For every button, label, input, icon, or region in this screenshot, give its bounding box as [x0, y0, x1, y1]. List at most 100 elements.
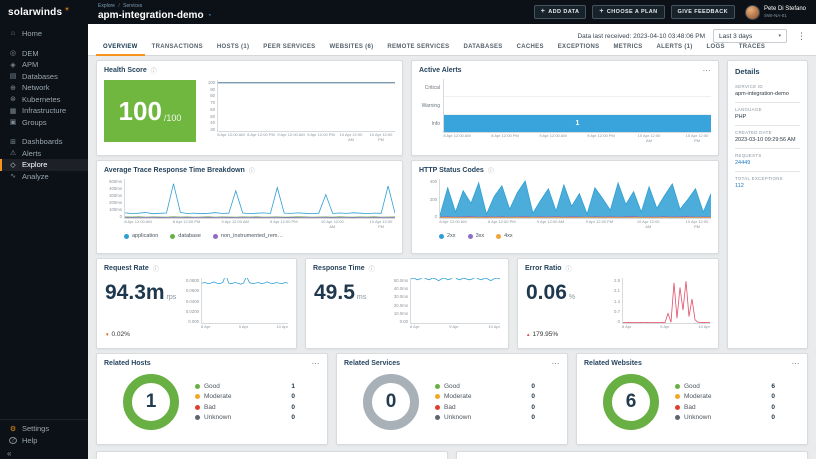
x-axis-ticks: 8 Apr 12:00 AM 8 Apr 12:00 PM 9 Apr 12:00 … [124, 219, 393, 229]
explore-icon: ◇ [10, 161, 16, 169]
tab-overview[interactable]: OVERVIEW [96, 40, 145, 56]
legend-3xx[interactable]: 3xx [467, 233, 484, 239]
info-icon[interactable]: ⓘ [248, 169, 255, 175]
response-time-value: 49.5 [314, 281, 355, 304]
breadcrumb-services[interactable]: Services [123, 3, 143, 9]
sidebar-item-settings[interactable]: ⚙ Settings [0, 423, 88, 435]
tab-transactions[interactable]: TRANSACTIONS [151, 44, 203, 50]
apm-icon: ◈ [10, 61, 16, 69]
card-menu-icon[interactable]: ⋯ [791, 359, 800, 368]
sidebar-nav: ⌂ Home ◎ DEM ◈ APM ▤ Databases ⊕ Network… [0, 28, 88, 182]
sidebar-item-label: Groups [22, 117, 47, 127]
sidebar-item-explore[interactable]: ◇ Explore [0, 159, 88, 171]
chevron-down-icon: ▾ [778, 33, 781, 39]
info-icon[interactable]: ⓘ [487, 169, 494, 175]
legend-dot [496, 233, 502, 239]
y-axis-ticks: 0.0800 0.0600 0.0400 0.0200 0.000 [185, 278, 199, 324]
legend-4xx[interactable]: 4xx [496, 233, 513, 239]
sidebar-item-databases[interactable]: ▤ Databases [0, 71, 88, 83]
sidebar-item-label: Dashboards [22, 137, 63, 147]
give-feedback-button[interactable]: GIVE FEEDBACK [670, 5, 735, 19]
status-legend: Good 1 Moderate 0 Bad 0 Unknown 0 [195, 383, 295, 421]
trace-breakdown-card: Average Trace Response Time Breakdown ⓘ … [96, 160, 403, 254]
sidebar-item-label: Databases [22, 71, 58, 81]
card-menu-icon[interactable]: ⋯ [311, 359, 320, 368]
legend-database[interactable]: database [170, 233, 201, 239]
details-panel: Details SERVICE ID apm-integration-demo … [727, 60, 808, 349]
active-alerts-chart: 1 [443, 79, 711, 133]
sidebar-item-infrastructure[interactable]: ▦ Infrastructure [0, 105, 88, 117]
sidebar-item-kubernetes[interactable]: ⊛ Kubernetes [0, 94, 88, 106]
info-icon[interactable]: ⓘ [565, 267, 572, 273]
sidebar-item-network[interactable]: ⊕ Network [0, 82, 88, 94]
card-title: Error Ratio [525, 265, 562, 272]
overflow-menu-icon[interactable]: ⋮ [797, 30, 806, 41]
sidebar-item-label: Kubernetes [22, 94, 61, 104]
total-exceptions-link[interactable]: 112 [735, 183, 744, 189]
severity-axis-labels: Critical Warning Info [421, 85, 440, 127]
active-alerts-card: Active Alerts ⋯ Critical Warning Info 1 … [411, 60, 719, 156]
main-content: Health Score ⓘ 100 /100 100 90 80 70 60 50 40 3… [88, 56, 816, 459]
tab-logs[interactable]: LOGS [706, 44, 725, 50]
card-menu-icon[interactable]: ⋯ [702, 66, 711, 75]
card-menu-icon[interactable]: ⋯ [551, 359, 560, 368]
bad-dot [435, 404, 440, 410]
tab-databases[interactable]: DATABASES [463, 44, 503, 50]
legend-moderate: Moderate 0 [435, 393, 535, 400]
tab-websites[interactable]: WEBSITES (6) [329, 44, 374, 50]
health-score-card: Health Score ⓘ 100 /100 100 90 80 70 60 50 40 3… [96, 60, 403, 156]
service-id-value: apm-integration-demo [735, 91, 789, 97]
sidebar-item-analyze[interactable]: ∿ Analyze [0, 171, 88, 183]
field-label: LANGUAGE [735, 107, 762, 112]
sidebar-collapse-icon[interactable]: « [7, 449, 12, 458]
tab-hosts[interactable]: HOSTS (1) [216, 44, 250, 50]
page-title: apm-integration-demo [98, 10, 204, 21]
sidebar-item-dem[interactable]: ◎ DEM [0, 48, 88, 60]
sidebar-item-apm[interactable]: ◈ APM [0, 59, 88, 71]
sidebar-item-dashboards[interactable]: ⊞ Dashboards [0, 136, 88, 148]
request-rate-sparkline [201, 278, 288, 324]
tab-alerts[interactable]: ALERTS (1) [656, 44, 693, 50]
sidebar-item-groups[interactable]: ▣ Groups [0, 117, 88, 129]
bottom-right-card-partial [456, 451, 808, 459]
legend-unknown: Unknown 0 [675, 414, 775, 421]
sidebar-item-alerts[interactable]: ⚠ Alerts [0, 148, 88, 160]
tab-metrics[interactable]: METRICS [613, 44, 643, 50]
info-icon[interactable]: ⓘ [150, 69, 157, 75]
user-menu[interactable]: Pete Di Stefano SWI-NA-01 [744, 4, 806, 20]
info-alert-band[interactable]: 1 [444, 115, 711, 132]
tab-exceptions[interactable]: EXCEPTIONS [557, 44, 600, 50]
requests-link[interactable]: 24449 [735, 160, 751, 166]
add-data-button[interactable]: + ADD DATA [533, 5, 587, 19]
response-time-sparkline [410, 278, 500, 324]
info-icon[interactable]: ⓘ [152, 267, 159, 273]
info-icon[interactable]: ⓘ [368, 267, 375, 273]
http-status-codes-card: HTTP Status Codes ⓘ 400 200 0 8 Apr 12:00 … [411, 160, 719, 254]
moderate-dot [435, 394, 440, 400]
x-axis-ticks: 8 Apr 12:00 AM 8 Apr 12:00 PM 9 Apr 12:00 … [443, 133, 709, 143]
legend-application[interactable]: application [124, 233, 158, 239]
tab-caches[interactable]: CACHES [516, 44, 544, 50]
related-websites-card: Related Websites ⋯ 6 Good 6 Moderate 0 [576, 353, 808, 445]
x-axis-ticks: 8 Apr 9 Apr 10 Apr [410, 324, 500, 329]
tab-bar: OVERVIEW TRANSACTIONS HOSTS (1) PEER SER… [96, 40, 772, 56]
sidebar-item-label: Analyze [22, 171, 49, 181]
tab-traces[interactable]: TRACES [738, 44, 766, 50]
sidebar: solarwinds ☀ ⌂ Home ◎ DEM ◈ APM ▤ Databa… [0, 0, 88, 459]
solarwinds-logo: solarwinds ☀ [0, 0, 88, 24]
breadcrumb-explore[interactable]: Explore [98, 3, 115, 9]
field-label: CREATED DATE [735, 130, 772, 135]
tab-remote-services[interactable]: REMOTE SERVICES [387, 44, 450, 50]
legend-2xx[interactable]: 2xx [439, 233, 456, 239]
time-range-select[interactable]: Last 3 days ▾ [713, 29, 787, 43]
user-name: Pete Di Stefano [763, 5, 806, 12]
dem-icon: ◎ [9, 50, 17, 58]
sidebar-item-home[interactable]: ⌂ Home [0, 28, 88, 40]
tab-peer-services[interactable]: PEER SERVICES [263, 44, 316, 50]
infrastructure-icon: ▦ [9, 107, 17, 115]
sidebar-item-help[interactable]: ? Help [0, 435, 88, 447]
legend-non-instrumented[interactable]: non_instrumented_rem… [212, 233, 283, 239]
groups-icon: ▣ [9, 119, 17, 127]
card-title: HTTP Status Codes [419, 167, 484, 174]
choose-a-plan-button[interactable]: + CHOOSE A PLAN [592, 5, 665, 19]
